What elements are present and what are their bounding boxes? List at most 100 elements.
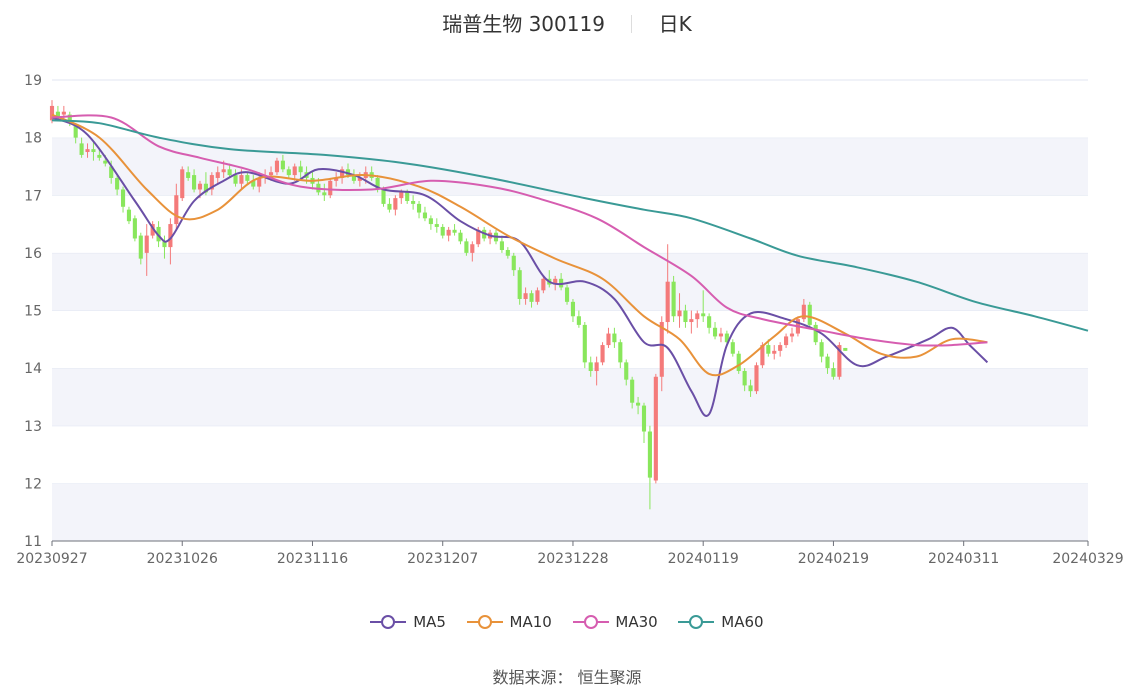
title-divider (631, 15, 633, 33)
candle-body (553, 278, 558, 285)
candle-body (345, 169, 351, 176)
grid-band (52, 425, 1088, 484)
x-tick-label: 20231116 (277, 551, 348, 567)
candle-body (760, 345, 765, 366)
candle-body (695, 313, 700, 320)
candle-body (132, 218, 137, 239)
candle-body (245, 175, 250, 181)
legend-item-ma30[interactable]: MA30 (572, 612, 658, 631)
candle-body (221, 169, 226, 173)
y-axis: 11 12 13 14 15 16 17 18 19 (24, 73, 42, 550)
candle-body (79, 143, 84, 155)
candle-body (126, 209, 132, 222)
candle-body (564, 287, 570, 302)
candle-body (701, 313, 706, 317)
candle-body (588, 362, 593, 372)
candle-body (807, 304, 812, 325)
candle-body (405, 192, 410, 202)
candle-body (192, 175, 197, 190)
y-tick-label: 11 (24, 534, 42, 550)
y-tick-label: 16 (24, 246, 42, 262)
candle-body (67, 114, 72, 124)
legend-label-ma10: MA10 (509, 612, 552, 631)
candle-body (813, 324, 818, 343)
x-axis: 20230927 20231026 20231116 20231207 20231228… (16, 540, 1124, 567)
legend-item-ma60[interactable]: MA60 (678, 612, 764, 631)
grid-band (52, 483, 1088, 541)
candle-body (215, 172, 220, 178)
candle-body (180, 169, 185, 199)
candle-body (103, 160, 108, 164)
y-tick-label: 18 (24, 131, 42, 147)
candle-body (683, 310, 688, 323)
line-ma60 (51, 119, 1089, 332)
y-tick-label: 14 (24, 361, 42, 377)
candle-body (239, 175, 244, 184)
candle-body (464, 241, 469, 253)
candle-body (742, 371, 747, 386)
y-tick-label: 19 (24, 73, 42, 89)
candle-body (630, 379, 635, 403)
candle-body (144, 235, 149, 253)
candle-body (511, 255, 516, 271)
candle-body (73, 126, 78, 138)
legend-item-ma5[interactable]: MA5 (370, 612, 446, 631)
candle-body (85, 149, 90, 153)
candle-body (334, 177, 339, 181)
stock-title: 瑞普生物 300119 (442, 12, 605, 36)
candle-body (440, 226, 445, 236)
candle-body (286, 169, 291, 176)
candle-body (659, 322, 664, 377)
source-label: 数据来源： (492, 668, 573, 687)
candle-body (340, 169, 345, 178)
candle-body (375, 177, 380, 190)
grid-band (52, 80, 1088, 138)
candle-body (268, 172, 274, 176)
candle-body (49, 105, 55, 121)
candle-body (606, 333, 611, 346)
candle-body (594, 362, 599, 372)
candle-body (115, 177, 120, 190)
candle-body (541, 278, 546, 291)
candle-body (357, 177, 362, 181)
legend: MA5 MA10 MA30 MA60 (0, 612, 1134, 631)
y-tick-label: 12 (24, 476, 42, 492)
line-ma30 (51, 114, 988, 347)
candle-body (766, 345, 771, 354)
x-tick-label: 20240219 (798, 551, 869, 567)
candle-body (529, 293, 534, 302)
candle-body (351, 175, 356, 181)
line-ma5 (51, 116, 989, 417)
candle-body (428, 218, 433, 225)
candle-body (754, 365, 759, 392)
candle-body (476, 229, 481, 245)
candle-body (784, 336, 789, 346)
candle-body (641, 405, 647, 432)
candle-body (97, 154, 102, 158)
candle-body (600, 345, 605, 363)
candle-body (576, 316, 581, 325)
candle-body (671, 281, 676, 317)
y-tick-label: 15 (24, 304, 42, 320)
legend-item-ma10[interactable]: MA10 (466, 612, 552, 631)
grid-band (52, 137, 1088, 196)
candle-body (570, 301, 576, 317)
grid-band (52, 310, 1088, 369)
data-source: 数据来源： 恒生聚源 (0, 664, 1134, 688)
candle-body (748, 385, 753, 392)
ma5-legend-icon (370, 614, 407, 629)
candle-body (535, 290, 540, 302)
candle-body (665, 281, 670, 323)
candle-body (162, 241, 167, 248)
candle-body (612, 333, 617, 343)
candle-body (772, 350, 777, 354)
candle-body (251, 180, 256, 187)
candle-body (470, 244, 475, 253)
candle-body (636, 402, 641, 406)
candle-body (843, 347, 848, 351)
candle-body (837, 345, 842, 377)
candle-body (174, 195, 179, 225)
grid-band (52, 195, 1088, 253)
x-tick-label: 20231207 (407, 551, 478, 567)
candle-body (707, 316, 712, 328)
